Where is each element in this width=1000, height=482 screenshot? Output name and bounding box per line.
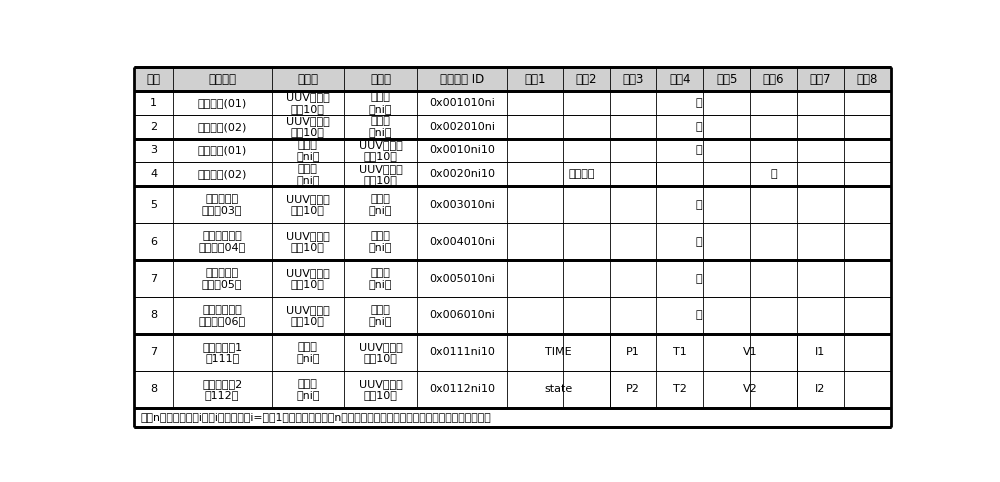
Text: 握手回复(01): 握手回复(01) [198, 146, 247, 156]
Text: 电池组
（ni）: 电池组 （ni） [296, 378, 320, 400]
Text: 0x003010ni: 0x003010ni [429, 200, 495, 210]
Text: 0x0111ni10: 0x0111ni10 [429, 348, 495, 357]
Text: 电池组
（ni）: 电池组 （ni） [296, 342, 320, 363]
Text: 字节4: 字节4 [669, 72, 691, 85]
Bar [134, 162, 891, 186]
Text: 1: 1 [150, 98, 157, 108]
Text: UUV控制系
统（10）: UUV控制系 统（10） [286, 92, 330, 114]
Text: P1: P1 [626, 348, 640, 357]
Text: 无: 无 [770, 169, 777, 179]
Text: 0x005010ni: 0x005010ni [429, 274, 495, 283]
Text: 字节5: 字节5 [716, 72, 737, 85]
Text: 电池组
（ni）: 电池组 （ni） [369, 268, 392, 289]
Text: 电池组并联输
出关断（04）: 电池组并联输 出关断（04） [199, 231, 246, 253]
Text: UUV控制系
统（10）: UUV控制系 统（10） [286, 268, 330, 289]
Text: T2: T2 [673, 384, 687, 394]
Text: 电池组
（ni）: 电池组 （ni） [369, 194, 392, 215]
Text: 6: 6 [150, 237, 157, 247]
Text: UUV控制系
统（10）: UUV控制系 统（10） [359, 342, 403, 363]
Text: V2: V2 [743, 384, 758, 394]
Text: 注：n为扩展级数；i为第i组电池组，i=大于1的正整数，最大为n；电池组自检完成后定时主动发送电池组节点信息。: 注：n为扩展级数；i为第i组电池组，i=大于1的正整数，最大为n；电池组自检完成… [140, 412, 491, 422]
Bar [134, 408, 891, 427]
Bar [134, 115, 891, 139]
Text: P2: P2 [626, 384, 640, 394]
Text: I2: I2 [815, 384, 826, 394]
Text: 无: 无 [696, 237, 702, 247]
Bar [134, 297, 891, 334]
Text: 0x0010ni10: 0x0010ni10 [429, 146, 495, 156]
Text: TIME: TIME [545, 348, 572, 357]
Bar [134, 67, 891, 91]
Text: 自检结果(02): 自检结果(02) [197, 169, 247, 179]
Text: 字节6: 字节6 [763, 72, 784, 85]
Text: 无: 无 [696, 274, 702, 283]
Text: 3: 3 [150, 146, 157, 156]
Text: 7: 7 [150, 348, 157, 357]
Text: 指令名称: 指令名称 [208, 72, 236, 85]
Text: 握手指令(01): 握手指令(01) [198, 98, 247, 108]
Bar [134, 371, 891, 408]
Text: state: state [544, 384, 573, 394]
Bar [134, 334, 891, 371]
Text: UUV控制系
统（10）: UUV控制系 统（10） [286, 231, 330, 253]
Text: 5: 5 [150, 200, 157, 210]
Text: 0x0112ni10: 0x0112ni10 [429, 384, 495, 394]
Text: 电池组
（ni）: 电池组 （ni） [369, 305, 392, 326]
Text: 自检结果: 自检结果 [569, 169, 595, 179]
Text: 8: 8 [150, 384, 157, 394]
Text: 4: 4 [150, 169, 157, 179]
Text: 发送方: 发送方 [297, 72, 318, 85]
Bar [134, 186, 891, 223]
Text: 字节2: 字节2 [575, 72, 597, 85]
Text: 0x006010ni: 0x006010ni [429, 310, 495, 321]
Text: UUV控制系
统（10）: UUV控制系 统（10） [286, 194, 330, 215]
Text: UUV控制系
统（10）: UUV控制系 统（10） [359, 140, 403, 161]
Text: 8: 8 [150, 310, 157, 321]
Text: 无: 无 [696, 146, 702, 156]
Text: 无: 无 [696, 200, 702, 210]
Text: 字节3: 字节3 [622, 72, 644, 85]
Bar [134, 260, 891, 297]
Text: 0x0020ni10: 0x0020ni10 [429, 169, 495, 179]
Text: UUV控制系
统（10）: UUV控制系 统（10） [286, 116, 330, 137]
Text: UUV控制系
统（10）: UUV控制系 统（10） [359, 378, 403, 400]
Text: 自检指令(02): 自检指令(02) [197, 121, 247, 132]
Text: 电池组
（ni）: 电池组 （ni） [369, 231, 392, 253]
Text: 电池组
（ni）: 电池组 （ni） [369, 116, 392, 137]
Text: 电池组并联
输出（03）: 电池组并联 输出（03） [202, 194, 242, 215]
Text: 字节8: 字节8 [857, 72, 878, 85]
Bar [134, 139, 891, 162]
Text: 字节1: 字节1 [524, 72, 546, 85]
Text: 字节7: 字节7 [810, 72, 831, 85]
Text: 序号: 序号 [147, 72, 161, 85]
Text: 电池组串联
输出（05）: 电池组串联 输出（05） [202, 268, 242, 289]
Text: 电池组
（ni）: 电池组 （ni） [369, 92, 392, 114]
Text: 电池组
（ni）: 电池组 （ni） [296, 140, 320, 161]
Text: 无: 无 [696, 98, 702, 108]
Text: V1: V1 [743, 348, 757, 357]
Text: 无: 无 [696, 310, 702, 321]
Text: UUV控制系
统（10）: UUV控制系 统（10） [359, 163, 403, 185]
Text: 电池组串联输
出关断（06）: 电池组串联输 出关断（06） [199, 305, 246, 326]
Text: UUV控制系
统（10）: UUV控制系 统（10） [286, 305, 330, 326]
Text: 0x001010ni: 0x001010ni [429, 98, 495, 108]
Text: 2: 2 [150, 121, 157, 132]
Bar [134, 223, 891, 260]
Text: 接收方: 接收方 [370, 72, 391, 85]
Text: 0x002010ni: 0x002010ni [429, 121, 495, 132]
Text: 电池组
（ni）: 电池组 （ni） [296, 163, 320, 185]
Text: T1: T1 [673, 348, 687, 357]
Bar [134, 91, 891, 115]
Text: I1: I1 [815, 348, 826, 357]
Text: 0x004010ni: 0x004010ni [429, 237, 495, 247]
Text: 电池组信息1
（111）: 电池组信息1 （111） [202, 342, 242, 363]
Text: 无: 无 [696, 121, 702, 132]
Text: 指令信息 ID: 指令信息 ID [440, 72, 484, 85]
Text: 7: 7 [150, 274, 157, 283]
Text: 电池组信息2
（112）: 电池组信息2 （112） [202, 378, 242, 400]
